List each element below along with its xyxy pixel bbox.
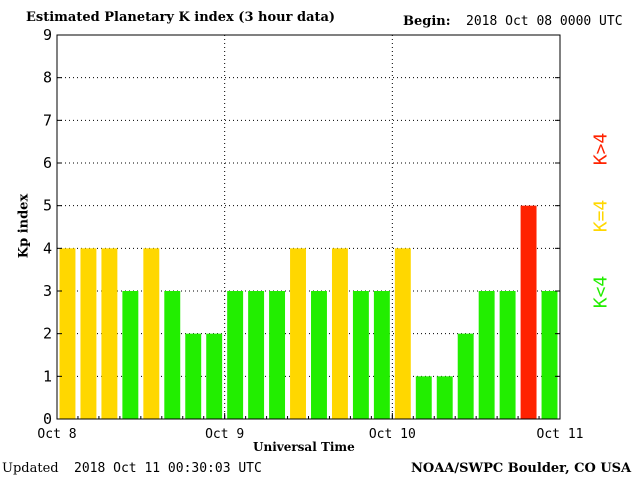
y-tick-label: 3 <box>43 282 52 300</box>
kp-bar <box>227 291 244 419</box>
kp-bar <box>80 248 97 419</box>
kp-bar <box>122 291 139 419</box>
kp-bar <box>269 291 286 419</box>
kp-bar <box>101 248 118 419</box>
kp-bar <box>457 333 474 419</box>
kp-bar <box>394 248 411 419</box>
y-tick-label: 1 <box>43 367 52 385</box>
y-tick-label: 8 <box>43 69 52 87</box>
grid-lines <box>57 35 560 419</box>
updated-value: 2018 Oct 11 00:30:03 UTC <box>74 461 262 476</box>
kp-bar <box>499 291 516 419</box>
kp-bar <box>373 291 390 419</box>
y-tick-label: 9 <box>43 26 52 44</box>
legend-equal: K=4 <box>590 199 612 233</box>
kp-bar <box>311 291 327 419</box>
kp-bar <box>415 376 432 419</box>
kp-bar <box>520 205 537 419</box>
kp-bar <box>478 291 495 419</box>
x-tick-label: Oct 8 <box>37 427 76 442</box>
legend-below: K<4 <box>590 275 612 309</box>
kp-bar <box>541 291 558 419</box>
y-tick-label: 5 <box>43 197 52 215</box>
legend-above: K>4 <box>590 132 612 166</box>
kp-bar <box>59 248 76 419</box>
kp-bar <box>143 248 160 419</box>
updated-label: Updated <box>2 461 59 476</box>
kp-bar <box>352 291 369 419</box>
y-axis-label: Kp index <box>16 193 32 259</box>
kp-bar <box>206 333 223 419</box>
kp-bar <box>248 291 265 419</box>
kp-bar <box>164 291 181 419</box>
y-tick-label: 2 <box>43 325 52 343</box>
kp-bar <box>185 333 202 419</box>
begin-label: Begin: <box>403 14 451 29</box>
x-axis-label: Universal Time <box>253 440 355 454</box>
chart-title: Estimated Planetary K index (3 hour data… <box>26 10 336 25</box>
kp-bar <box>436 376 453 419</box>
x-tick-label: Oct 9 <box>205 427 244 442</box>
y-tick-label: 6 <box>43 154 52 172</box>
axis-ticks: 0 1 2 3 4 5 6 7 8 9 Oct 8 Oct 9 Oct 10 Oct 11 <box>37 26 583 442</box>
begin-value: 2018 Oct 08 0000 UTC <box>466 14 623 29</box>
y-tick-label: 4 <box>43 239 52 257</box>
x-tick-label: Oct 10 <box>369 427 416 442</box>
kp-bar <box>331 248 348 419</box>
x-tick-label: Oct 11 <box>537 427 584 442</box>
credit-text: NOAA/SWPC Boulder, CO USA <box>411 461 632 476</box>
kp-bar <box>290 248 306 419</box>
bars <box>59 205 558 419</box>
y-tick-label: 7 <box>43 111 52 129</box>
y-tick-label: 0 <box>43 410 52 428</box>
